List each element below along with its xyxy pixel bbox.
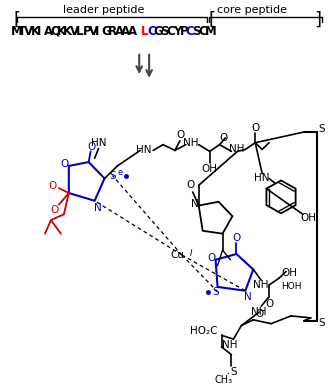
Text: core peptide: core peptide <box>217 5 287 15</box>
Text: HN: HN <box>255 174 270 184</box>
Text: [: [ <box>13 11 20 29</box>
Text: OH: OH <box>281 268 297 278</box>
Text: M: M <box>11 25 23 38</box>
Text: I: I <box>37 25 42 38</box>
Text: O: O <box>232 233 241 243</box>
Text: M: M <box>205 25 217 38</box>
Text: HOH: HOH <box>281 282 301 291</box>
Text: C: C <box>166 25 175 38</box>
Text: NH: NH <box>229 144 244 154</box>
Text: CH₃: CH₃ <box>214 375 233 385</box>
Text: P: P <box>179 25 188 38</box>
Text: Q: Q <box>50 25 60 38</box>
Text: HO₂C: HO₂C <box>190 326 217 336</box>
Text: V: V <box>89 25 98 38</box>
Text: L: L <box>76 25 83 38</box>
Text: T: T <box>18 25 26 38</box>
Text: O: O <box>187 180 195 190</box>
Text: S: S <box>319 124 325 134</box>
Text: e: e <box>118 168 123 177</box>
Text: O: O <box>265 299 273 309</box>
Text: S: S <box>319 318 325 328</box>
Text: HN: HN <box>136 146 152 156</box>
Text: NH: NH <box>254 280 269 290</box>
Text: N: N <box>244 291 252 301</box>
Text: O: O <box>251 123 260 133</box>
Text: Y: Y <box>173 25 181 38</box>
Text: ]: ] <box>315 11 322 29</box>
Text: O: O <box>177 130 185 140</box>
Text: S: S <box>160 25 168 38</box>
Text: N: N <box>94 203 101 213</box>
Text: C: C <box>186 25 195 38</box>
Text: Cu: Cu <box>170 250 184 260</box>
Text: OH: OH <box>301 213 317 223</box>
Text: O: O <box>87 142 96 152</box>
Text: S: S <box>192 25 201 38</box>
Text: NH: NH <box>252 307 267 317</box>
Text: O: O <box>49 181 57 191</box>
Text: L: L <box>141 25 148 38</box>
Text: O: O <box>208 253 216 263</box>
Text: O: O <box>255 309 263 319</box>
Text: leader peptide: leader peptide <box>63 5 144 15</box>
Text: S: S <box>230 367 237 377</box>
Text: I: I <box>95 25 100 38</box>
Text: C: C <box>199 25 208 38</box>
Text: HN: HN <box>91 138 106 148</box>
Text: R: R <box>108 25 118 38</box>
Text: A: A <box>128 25 137 38</box>
Text: OH: OH <box>202 164 217 174</box>
Text: P: P <box>82 25 91 38</box>
Text: O: O <box>61 159 69 169</box>
Text: G: G <box>154 25 163 38</box>
Text: G: G <box>102 25 112 38</box>
Text: K: K <box>57 25 66 38</box>
Text: I: I <box>190 248 192 258</box>
Text: A: A <box>44 25 53 38</box>
Text: V: V <box>70 25 79 38</box>
Text: V: V <box>24 25 33 38</box>
Text: [: [ <box>209 11 215 29</box>
Text: S: S <box>109 171 116 181</box>
Text: O: O <box>219 133 228 143</box>
Text: K: K <box>63 25 72 38</box>
Text: NH: NH <box>183 138 199 148</box>
Text: S: S <box>212 287 219 297</box>
Text: K: K <box>31 25 40 38</box>
Text: C: C <box>147 25 156 38</box>
Text: NH: NH <box>222 340 237 350</box>
Text: O: O <box>51 206 59 216</box>
Text: A: A <box>121 25 130 38</box>
Text: A: A <box>115 25 124 38</box>
Text: N: N <box>191 199 199 209</box>
